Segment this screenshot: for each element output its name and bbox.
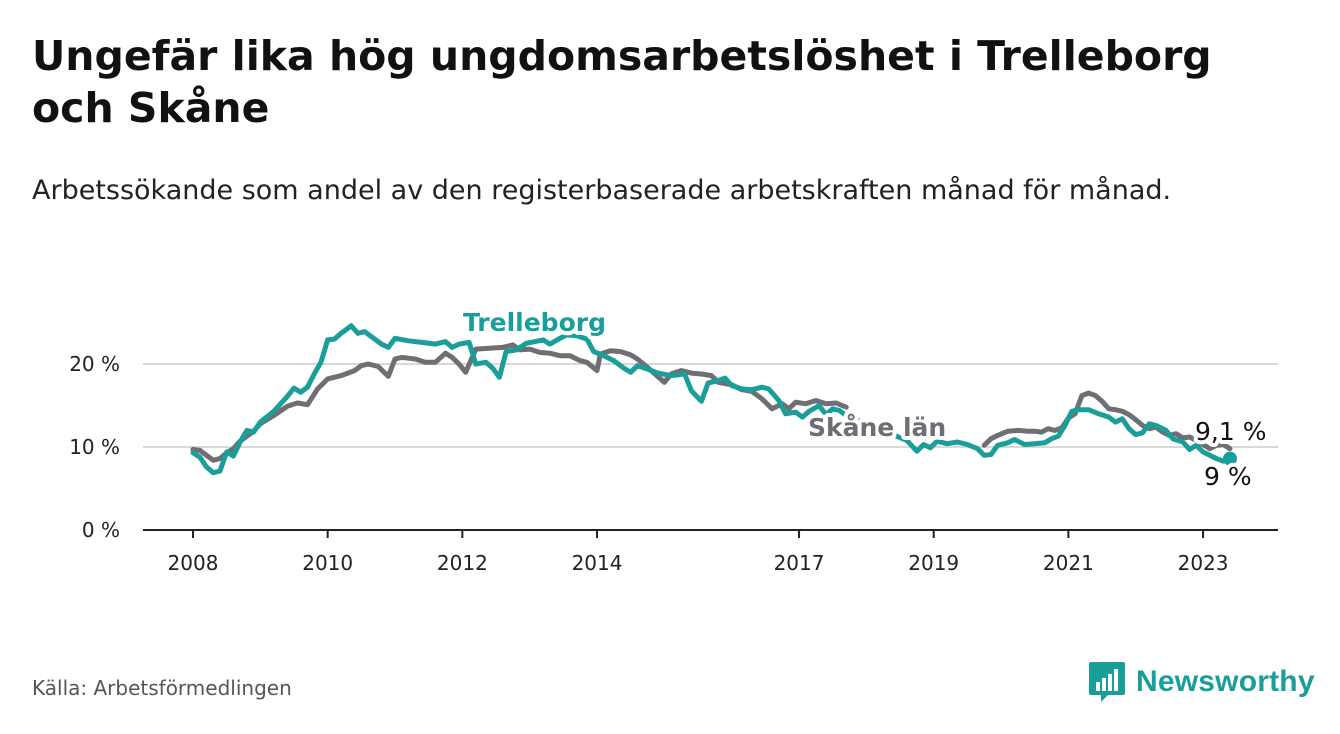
bar-chart-logo-icon bbox=[1089, 662, 1125, 702]
series-line-skane-2 bbox=[981, 390, 1233, 452]
trelleborg-label: Trelleborg bbox=[463, 308, 606, 337]
line-chart: 0 % 10 % 20 % 2008 2010 2012 2014 2017 2019 2021 2… bbox=[69, 304, 1278, 575]
series-layer bbox=[190, 323, 1237, 476]
y-tick-label: 10 % bbox=[69, 435, 120, 459]
trelleborg-end-value-label-halo: 9 % bbox=[1204, 462, 1252, 491]
skane-label: Skåne län bbox=[808, 413, 946, 442]
x-tick-label: 2017 bbox=[774, 551, 825, 575]
skane-end-value-label: 9,1 % bbox=[1195, 417, 1266, 446]
chart-title: Ungefär lika hög ungdomsarbetslöshet i T… bbox=[32, 32, 1212, 132]
axis-layer: 0 % 10 % 20 % 2008 2010 2012 2014 2017 2019 2021 2… bbox=[69, 352, 1278, 575]
y-tick-label: 20 % bbox=[69, 352, 120, 376]
skane-label-halo: Skåne län bbox=[808, 413, 946, 442]
skane-end-value-label-halo: 9,1 % bbox=[1195, 417, 1266, 446]
x-tick-label: 2014 bbox=[572, 551, 623, 575]
chart-subtitle: Arbetssökande som andel av den registerb… bbox=[32, 175, 1172, 206]
series-line-trelleborg bbox=[190, 323, 1233, 476]
series-line-skane-1 bbox=[190, 342, 849, 463]
newsworthy-logo: Newsworthy bbox=[1088, 660, 1315, 704]
x-tick-label: 2008 bbox=[168, 551, 219, 575]
y-tick-label: 0 % bbox=[82, 518, 120, 542]
trelleborg-label-halo: Trelleborg bbox=[463, 308, 606, 337]
brand-name: Newsworthy bbox=[1136, 665, 1315, 698]
x-tick-label: 2021 bbox=[1043, 551, 1094, 575]
x-tick-label: 2023 bbox=[1178, 551, 1229, 575]
x-tick-label: 2019 bbox=[908, 551, 959, 575]
grid-layer bbox=[143, 363, 1278, 448]
source-note: Källa: Arbetsförmedlingen bbox=[32, 676, 292, 700]
x-tick-label: 2012 bbox=[437, 551, 488, 575]
trelleborg-end-value-label: 9 % bbox=[1204, 462, 1252, 491]
end-point-marker bbox=[1223, 451, 1237, 466]
x-tick-label: 2010 bbox=[302, 551, 353, 575]
